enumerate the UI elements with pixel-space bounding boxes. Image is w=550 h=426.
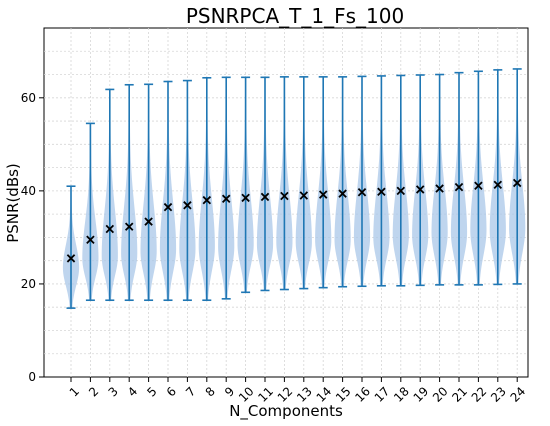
y-tick-label: 20 (21, 277, 36, 291)
x-tick-label: 17 (372, 384, 393, 405)
mean-marker (377, 187, 386, 197)
x-tick-label: 5 (144, 384, 159, 399)
mean-marker (86, 235, 95, 244)
mean-marker (66, 254, 76, 263)
mean-marker (105, 224, 115, 234)
chart-title: PSNRPCA_T_1_Fs_100 (186, 4, 404, 28)
mean-marker (318, 190, 328, 199)
x-axis-label: N_Components (229, 402, 343, 421)
mean-marker (396, 186, 406, 196)
y-tick-label: 60 (21, 91, 36, 105)
mean-marker (163, 202, 173, 212)
mean-marker (202, 195, 212, 205)
x-tick-label: 7 (183, 384, 198, 399)
mean-marker (221, 194, 231, 204)
mean-marker (357, 188, 367, 197)
x-tick-label: 18 (391, 384, 412, 405)
mean-marker (474, 181, 483, 190)
mean-marker (144, 217, 153, 226)
x-tick-label: 4 (125, 384, 140, 399)
y-axis-ticks: 0 20 40 60 (21, 91, 44, 384)
mean-marker (280, 191, 289, 201)
x-tick-label: 20 (430, 384, 451, 405)
mean-marker (124, 222, 134, 231)
x-tick-label: 21 (449, 384, 470, 405)
x-tick-label: 23 (488, 384, 509, 405)
x-tick-label: 24 (508, 384, 529, 405)
mean-marker (512, 178, 522, 188)
y-tick-label: 0 (28, 370, 36, 384)
violins (62, 68, 526, 309)
mean-marker (435, 184, 444, 193)
y-tick-label: 40 (21, 184, 36, 198)
mean-marker (260, 192, 270, 202)
x-tick-label: 3 (106, 384, 121, 399)
x-tick-label: 22 (469, 384, 490, 405)
mean-marker (415, 185, 425, 194)
x-tick-label: 2 (86, 384, 101, 399)
plot-area-frame (43, 27, 529, 378)
x-tick-label: 8 (203, 384, 218, 399)
x-tick-label: 19 (411, 384, 432, 405)
mean-marker (299, 191, 309, 200)
mean-marker (183, 201, 192, 210)
mean-marker (338, 189, 347, 198)
mean-marker (493, 180, 503, 190)
mean-marker (241, 193, 250, 203)
x-tick-label: 9 (222, 384, 237, 399)
x-tick-label: 16 (352, 384, 373, 405)
x-tick-label: 6 (164, 384, 179, 399)
mean-marker (454, 182, 464, 192)
y-axis-label: PSNR(dBs) (4, 163, 22, 243)
x-tick-label: 1 (67, 384, 82, 399)
